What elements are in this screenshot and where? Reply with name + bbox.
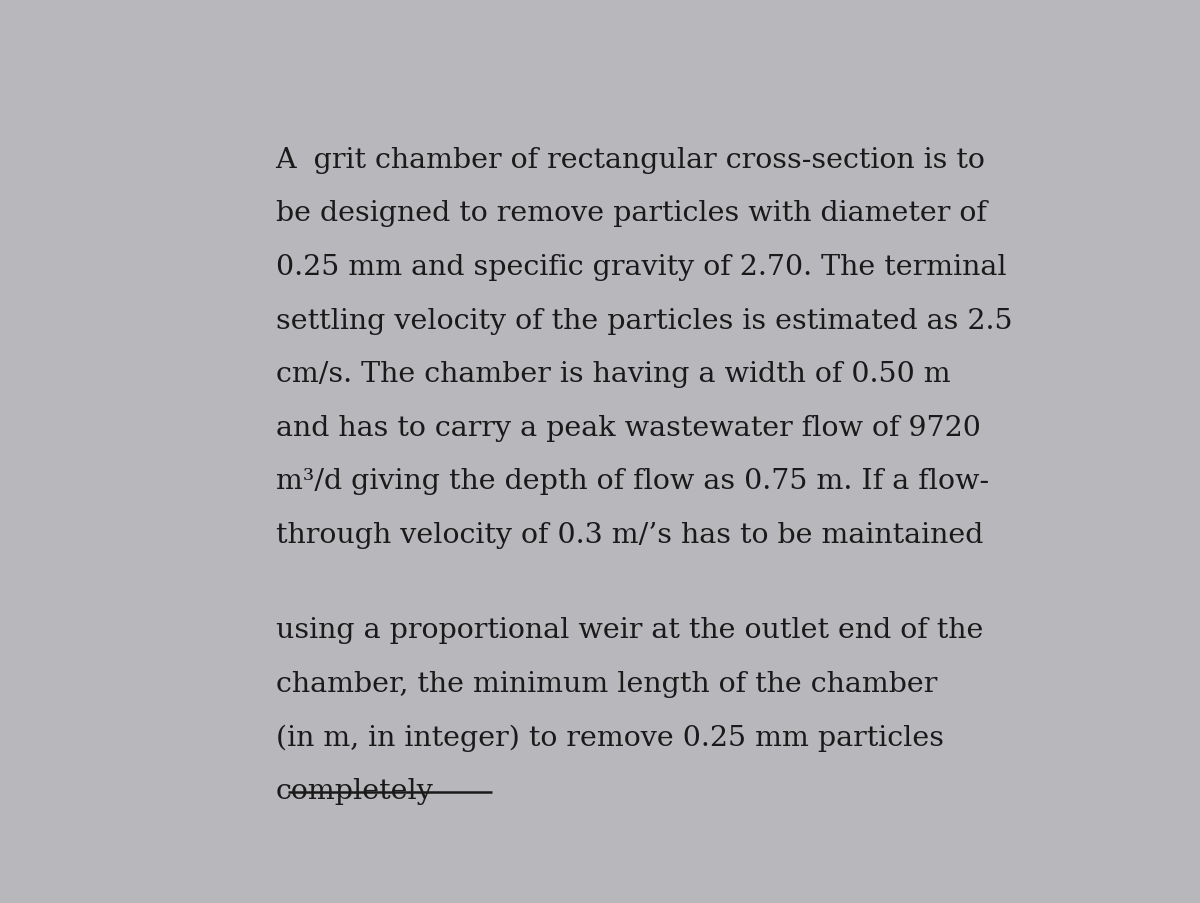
Text: A  grit chamber of rectangular cross-section is to: A grit chamber of rectangular cross-sect…	[276, 146, 985, 173]
Text: through velocity of 0.3 m/’s has to be maintained: through velocity of 0.3 m/’s has to be m…	[276, 521, 983, 548]
Text: cm/s. The chamber is having a width of 0.50 m: cm/s. The chamber is having a width of 0…	[276, 361, 950, 387]
Text: chamber, the minimum length of the chamber: chamber, the minimum length of the chamb…	[276, 670, 937, 697]
Text: be designed to remove particles with diameter of: be designed to remove particles with dia…	[276, 200, 986, 228]
Text: using a proportional weir at the outlet end of the: using a proportional weir at the outlet …	[276, 617, 983, 644]
Text: m³/d giving the depth of flow as 0.75 m. If a flow-: m³/d giving the depth of flow as 0.75 m.…	[276, 468, 989, 495]
Text: completely: completely	[276, 777, 433, 805]
Text: 0.25 mm and specific gravity of 2.70. The terminal: 0.25 mm and specific gravity of 2.70. Th…	[276, 254, 1006, 281]
Text: and has to carry a peak wastewater flow of 9720: and has to carry a peak wastewater flow …	[276, 414, 980, 442]
Text: (in m, in integer) to remove 0.25 mm particles: (in m, in integer) to remove 0.25 mm par…	[276, 723, 943, 751]
Text: settling velocity of the particles is estimated as 2.5: settling velocity of the particles is es…	[276, 307, 1012, 334]
